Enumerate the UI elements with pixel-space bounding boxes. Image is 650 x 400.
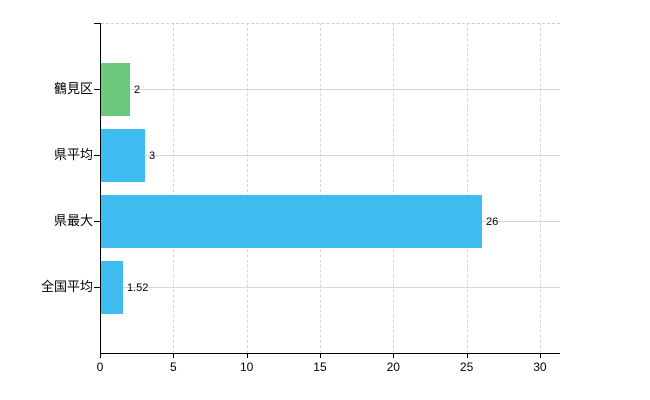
x-axis-label: 20 (386, 360, 400, 374)
x-gridline (319, 23, 321, 353)
x-axis-label: 15 (313, 360, 327, 374)
y-axis-label: 県最大 (53, 213, 93, 228)
y-axis-tick (94, 155, 100, 156)
plot-top-border (101, 23, 560, 24)
y-axis-tick (94, 221, 100, 222)
x-axis-label: 5 (169, 360, 177, 374)
x-axis-tick (100, 354, 101, 358)
x-gridline (173, 23, 175, 353)
x-axis-tick (539, 354, 541, 358)
bar (101, 195, 482, 248)
x-axis-tick (319, 354, 321, 358)
y-axis-line (100, 23, 101, 354)
x-gridline (466, 23, 468, 353)
y-axis-tick (94, 89, 100, 90)
y-axis-label: 県平均 (53, 147, 93, 162)
y-axis-label: 全国平均 (40, 279, 93, 294)
bar (101, 261, 123, 314)
x-gridline (539, 23, 541, 353)
bar-value-label: 1.52 (127, 281, 149, 294)
y-axis-label: 鶴見区 (53, 81, 93, 96)
x-axis-tick (466, 354, 468, 358)
x-axis-line (100, 353, 560, 354)
bar-value-label: 3 (149, 149, 156, 162)
x-axis-tick (246, 354, 248, 358)
bar-value-label: 26 (486, 215, 499, 228)
x-axis-tick (173, 354, 175, 358)
y-axis-tick (94, 287, 100, 288)
y-gridline (101, 155, 560, 156)
bar-value-label: 2 (134, 83, 141, 96)
x-axis-label: 25 (459, 360, 474, 374)
y-gridline (101, 287, 560, 288)
y-axis-top-tick (94, 23, 100, 24)
x-gridline (393, 23, 395, 353)
x-axis-label: 0 (96, 360, 104, 374)
x-gridline (246, 23, 248, 353)
bar (101, 63, 130, 116)
x-axis-label: 10 (239, 360, 254, 374)
x-axis-tick (393, 354, 395, 358)
y-gridline (101, 89, 560, 90)
x-axis-label: 30 (533, 360, 547, 374)
bar (101, 129, 145, 182)
